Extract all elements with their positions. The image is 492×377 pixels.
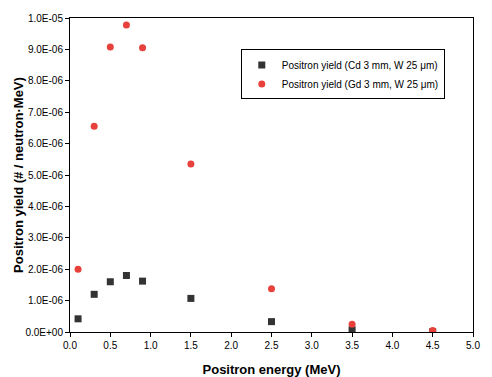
svg-text:9.0E-06: 9.0E-06 (28, 44, 63, 55)
svg-text:6.0E-06: 6.0E-06 (28, 138, 63, 149)
svg-text:4.0: 4.0 (385, 340, 399, 351)
svg-text:5.0E-06: 5.0E-06 (28, 170, 63, 181)
svg-text:1.0E-05: 1.0E-05 (28, 13, 63, 24)
svg-text:0.0E+00: 0.0E+00 (25, 327, 63, 338)
svg-text:Positron energy (MeV): Positron energy (MeV) (203, 362, 341, 377)
svg-text:0.5: 0.5 (103, 340, 117, 351)
svg-text:3.5: 3.5 (345, 340, 359, 351)
svg-text:Positron yield (# / neutron·Me: Positron yield (# / neutron·MeV) (11, 77, 26, 273)
svg-text:2.0: 2.0 (224, 340, 238, 351)
svg-text:Positron yield (Gd 3 mm, W 25: Positron yield (Gd 3 mm, W 25 μm) (282, 79, 438, 90)
svg-text:1.0: 1.0 (144, 340, 158, 351)
svg-text:7.0E-06: 7.0E-06 (28, 107, 63, 118)
svg-text:5.0: 5.0 (466, 340, 480, 351)
svg-text:3.0E-06: 3.0E-06 (28, 232, 63, 243)
svg-text:0.0: 0.0 (63, 340, 77, 351)
svg-text:4.5: 4.5 (426, 340, 440, 351)
svg-text:1.5: 1.5 (184, 340, 198, 351)
svg-text:8.0E-06: 8.0E-06 (28, 75, 63, 86)
svg-text:Positron yield (Cd 3 mm, W 25: Positron yield (Cd 3 mm, W 25 μm) (282, 60, 438, 71)
svg-text:3.0: 3.0 (305, 340, 319, 351)
svg-text:4.0E-06: 4.0E-06 (28, 201, 63, 212)
svg-text:2.0E-06: 2.0E-06 (28, 264, 63, 275)
svg-text:1.0E-06: 1.0E-06 (28, 295, 63, 306)
svg-text:2.5: 2.5 (265, 340, 279, 351)
